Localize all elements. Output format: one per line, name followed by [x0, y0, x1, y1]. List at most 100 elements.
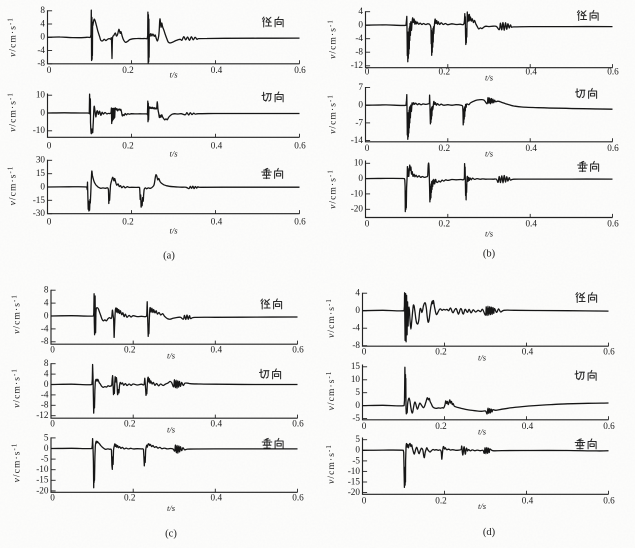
- svg-text:-4: -4: [352, 323, 360, 333]
- svg-text:-12: -12: [351, 60, 364, 70]
- svg-text:-8: -8: [37, 58, 45, 68]
- svg-text:0: 0: [365, 67, 370, 77]
- svg-text:-4: -4: [37, 45, 45, 55]
- svg-text:-4: -4: [355, 33, 363, 43]
- svg-text:15: 15: [351, 361, 361, 371]
- svg-text:0: 0: [355, 445, 360, 455]
- svg-text:0: 0: [50, 493, 55, 503]
- svg-text:0: 0: [358, 173, 363, 183]
- svg-text:t/s: t/s: [169, 70, 178, 80]
- svg-text:0: 0: [362, 347, 367, 357]
- svg-text:0: 0: [365, 218, 370, 228]
- svg-text:v/cm·s-1: v/cm·s-1: [8, 166, 19, 206]
- svg-text:-8: -8: [41, 400, 49, 410]
- svg-text:0.2: 0.2: [124, 345, 136, 355]
- svg-text:-4: -4: [41, 389, 49, 399]
- svg-text:0.4: 0.4: [211, 345, 223, 355]
- svg-text:0: 0: [362, 421, 367, 431]
- svg-text:v/cm·s-1: v/cm·s-1: [326, 371, 337, 411]
- svg-text:0.4: 0.4: [211, 141, 223, 151]
- svg-text:0.2: 0.2: [122, 217, 134, 227]
- svg-text:0.6: 0.6: [294, 141, 306, 151]
- svg-text:v/cm·s-1: v/cm·s-1: [8, 92, 19, 132]
- svg-text:(a): (a): [163, 251, 175, 262]
- svg-text:0: 0: [47, 65, 52, 75]
- svg-text:0.6: 0.6: [292, 345, 304, 355]
- svg-text:0: 0: [355, 305, 360, 315]
- svg-text:(d): (d): [483, 527, 496, 538]
- svg-text:0.2: 0.2: [435, 495, 447, 505]
- svg-text:-7: -7: [355, 117, 363, 127]
- svg-text:t/s: t/s: [167, 351, 176, 361]
- svg-text:v/cm·s-1: v/cm·s-1: [326, 444, 337, 484]
- svg-text:t/s: t/s: [485, 149, 494, 159]
- svg-text:8: 8: [40, 5, 45, 15]
- svg-text:-30: -30: [33, 208, 46, 218]
- svg-text:15: 15: [36, 168, 46, 178]
- svg-text:0: 0: [50, 419, 55, 429]
- svg-text:-15: -15: [36, 475, 49, 485]
- svg-text:0.2: 0.2: [435, 421, 447, 431]
- svg-text:8: 8: [44, 285, 49, 295]
- svg-text:t/s: t/s: [485, 229, 494, 239]
- svg-text:0.4: 0.4: [522, 347, 534, 357]
- svg-text:0.4: 0.4: [522, 495, 534, 505]
- svg-text:0.2: 0.2: [435, 347, 447, 357]
- svg-text:-5: -5: [352, 413, 360, 423]
- svg-text:t/s: t/s: [478, 353, 487, 363]
- svg-text:0.6: 0.6: [292, 493, 304, 503]
- svg-text:-8: -8: [352, 340, 360, 350]
- svg-text:t/s: t/s: [167, 503, 176, 513]
- svg-text:0: 0: [44, 310, 49, 320]
- svg-text:-15: -15: [348, 476, 361, 486]
- svg-text:0: 0: [47, 217, 52, 227]
- svg-text:-20: -20: [36, 485, 49, 495]
- svg-text:0: 0: [44, 379, 49, 389]
- svg-text:-10: -10: [33, 125, 46, 135]
- svg-text:0.6: 0.6: [607, 218, 619, 228]
- svg-text:0: 0: [50, 345, 55, 355]
- svg-text:v/cm·s-1: v/cm·s-1: [8, 17, 19, 57]
- svg-text:10: 10: [354, 158, 364, 168]
- svg-text:4: 4: [44, 298, 49, 308]
- svg-text:-8: -8: [41, 336, 49, 346]
- svg-text:0: 0: [40, 32, 45, 42]
- svg-text:0.6: 0.6: [294, 217, 306, 227]
- svg-text:0.4: 0.4: [211, 65, 223, 75]
- svg-text:v/cm·s-1: v/cm·s-1: [328, 94, 339, 134]
- svg-text:0.4: 0.4: [525, 218, 537, 228]
- svg-text:v/cm·s-1: v/cm·s-1: [328, 19, 339, 59]
- svg-text:5: 5: [355, 434, 360, 444]
- svg-text:t/s: t/s: [169, 226, 178, 236]
- svg-text:0.4: 0.4: [525, 143, 537, 153]
- svg-text:v/cm·s-1: v/cm·s-1: [12, 294, 23, 334]
- svg-text:0.2: 0.2: [124, 493, 136, 503]
- svg-text:-8: -8: [355, 47, 363, 57]
- svg-text:0: 0: [40, 107, 45, 117]
- svg-text:-20: -20: [348, 487, 361, 497]
- svg-text:4: 4: [358, 6, 363, 16]
- svg-text:0.6: 0.6: [607, 143, 619, 153]
- svg-text:30: 30: [36, 155, 46, 165]
- svg-text:0.6: 0.6: [603, 421, 615, 431]
- svg-text:-20: -20: [351, 204, 364, 214]
- svg-text:0.2: 0.2: [122, 141, 134, 151]
- svg-text:0.4: 0.4: [211, 493, 223, 503]
- svg-text:0.4: 0.4: [525, 67, 537, 77]
- svg-text:v/cm·s-1: v/cm·s-1: [328, 169, 339, 209]
- svg-text:t/s: t/s: [478, 501, 487, 511]
- svg-text:5: 5: [355, 387, 360, 397]
- svg-text:-10: -10: [351, 188, 364, 198]
- svg-text:0.2: 0.2: [439, 143, 451, 153]
- svg-text:5: 5: [44, 432, 49, 442]
- svg-text:-12: -12: [36, 410, 49, 420]
- svg-text:0.6: 0.6: [292, 419, 304, 429]
- svg-text:0.2: 0.2: [124, 419, 136, 429]
- svg-text:v/cm·s-1: v/cm·s-1: [326, 298, 337, 338]
- svg-text:0: 0: [355, 400, 360, 410]
- svg-text:t/s: t/s: [169, 149, 178, 159]
- svg-text:0.4: 0.4: [522, 421, 534, 431]
- svg-text:0: 0: [47, 141, 52, 151]
- svg-text:t/s: t/s: [167, 425, 176, 435]
- svg-text:0: 0: [358, 20, 363, 30]
